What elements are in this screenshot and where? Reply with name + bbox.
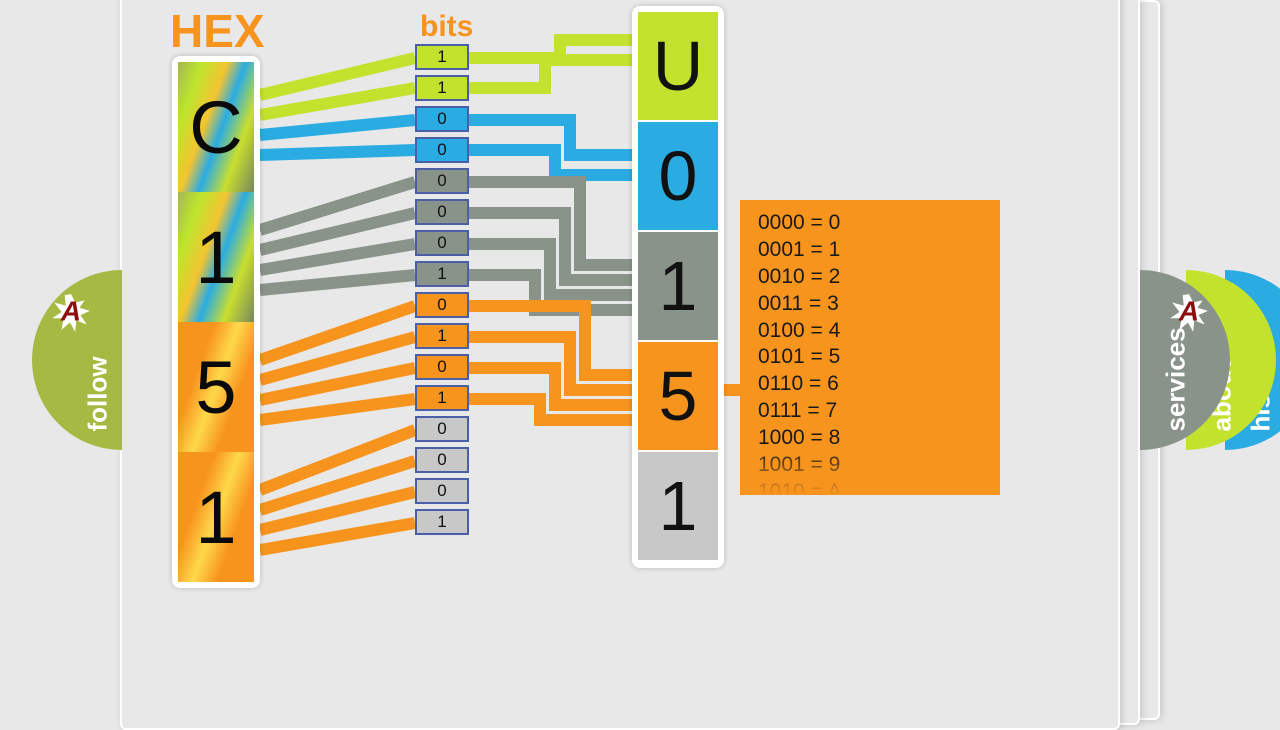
output-column-frame: U0151	[632, 6, 724, 568]
output-cell-4: 1	[638, 452, 718, 560]
bit-cell-8: 0	[415, 292, 469, 318]
output-cell-3: 5	[638, 342, 718, 450]
bit-cell-5: 0	[415, 199, 469, 225]
hex-column-frame: C151	[172, 56, 260, 588]
bit-cell-6: 0	[415, 230, 469, 256]
bit-cell-1: 1	[415, 75, 469, 101]
bit-cell-3: 0	[415, 137, 469, 163]
lookup-row-4: 0100 = 4	[758, 318, 982, 345]
logo-splat-icon: A	[50, 292, 92, 334]
lookup-row-3: 0011 = 3	[758, 291, 982, 318]
bit-cell-13: 0	[415, 447, 469, 473]
lookup-fade-overlay	[740, 447, 1000, 495]
bit-cell-4: 0	[415, 168, 469, 194]
hex-title: HEX	[170, 4, 265, 58]
hex-digit-2: 5	[178, 322, 254, 452]
logo-splat-icon: A	[1168, 292, 1210, 334]
output-cell-1: 0	[638, 122, 718, 230]
hex-digit-1: 1	[178, 192, 254, 322]
bit-cell-15: 1	[415, 509, 469, 535]
bits-title: bits	[420, 10, 473, 44]
hex-lookup-table: 0000 = 00001 = 10010 = 20011 = 30100 = 4…	[740, 200, 1000, 495]
lookup-row-7: 0111 = 7	[758, 398, 982, 425]
lookup-row-5: 0101 = 5	[758, 344, 982, 371]
bit-cell-7: 1	[415, 261, 469, 287]
lookup-row-0: 0000 = 0	[758, 210, 982, 237]
lookup-row-2: 0010 = 2	[758, 264, 982, 291]
bits-column: 1 1 0 0 0 0 0 1 0 1 0 1 0 0 0 1	[415, 44, 469, 535]
lookup-row-1: 0001 = 1	[758, 237, 982, 264]
output-cell-2: 1	[638, 232, 718, 340]
lookup-row-6: 0110 = 6	[758, 371, 982, 398]
bit-cell-2: 0	[415, 106, 469, 132]
bit-cell-11: 1	[415, 385, 469, 411]
side-tab-follow[interactable]: follow A	[32, 270, 122, 450]
bit-cell-12: 0	[415, 416, 469, 442]
bit-cell-0: 1	[415, 44, 469, 70]
bit-cell-10: 0	[415, 354, 469, 380]
output-cell-0: U	[638, 12, 718, 120]
bit-cell-9: 1	[415, 323, 469, 349]
hex-digit-0: C	[178, 62, 254, 192]
bit-cell-14: 0	[415, 478, 469, 504]
hex-digit-3: 1	[178, 452, 254, 582]
